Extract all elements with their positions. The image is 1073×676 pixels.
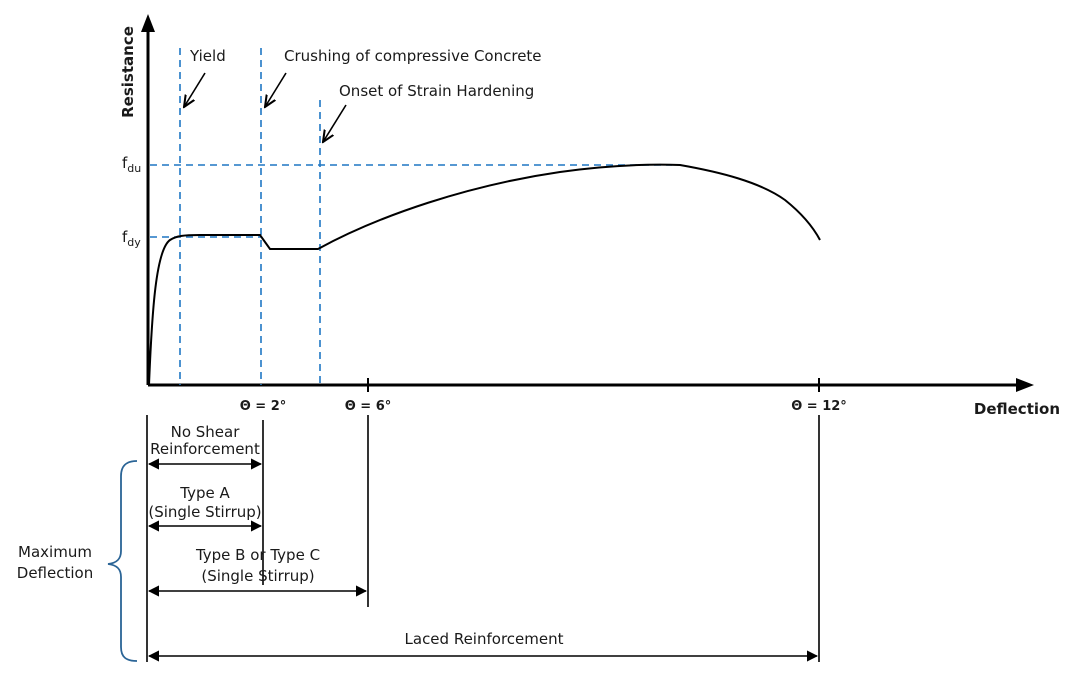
x-axis-title: Deflection (974, 400, 1060, 418)
x-axis-arrowhead (1016, 378, 1034, 392)
onset-label: Onset of Strain Hardening (339, 82, 534, 100)
type-a-label-line2: (Single Stirrup) (148, 503, 261, 521)
no-shear-label-line2: Reinforcement (150, 440, 260, 458)
type-bc-label-line1: Type B or Type C (195, 546, 320, 564)
y-axis-arrowhead (141, 14, 155, 32)
f-du-label: fdu (122, 154, 141, 175)
no-shear-label-line1: No Shear (171, 423, 241, 441)
tick-label-theta-12: Θ = 12° (791, 399, 847, 414)
laced-label: Laced Reinforcement (405, 630, 564, 648)
brace-label-line1: Maximum (18, 543, 92, 561)
type-bc-label-line2: (Single Stirrup) (201, 567, 314, 585)
tick-label-theta-2: Θ = 2° (240, 399, 287, 414)
onset-arrow (323, 104, 347, 142)
brace-label-line2: Deflection (17, 564, 93, 582)
yield-label: Yield (189, 47, 226, 65)
f-dy-label: fdy (122, 228, 141, 249)
crushing-label: Crushing of compressive Concrete (284, 47, 542, 65)
tick-label-theta-6: Θ = 6° (345, 399, 392, 414)
resistance-curve (148, 163, 821, 386)
crushing-arrow (265, 72, 287, 107)
maximum-deflection-brace (107, 460, 138, 662)
y-axis-title: Resistance (119, 26, 137, 118)
type-a-label-line1: Type A (179, 484, 230, 502)
yield-arrow (184, 72, 206, 107)
